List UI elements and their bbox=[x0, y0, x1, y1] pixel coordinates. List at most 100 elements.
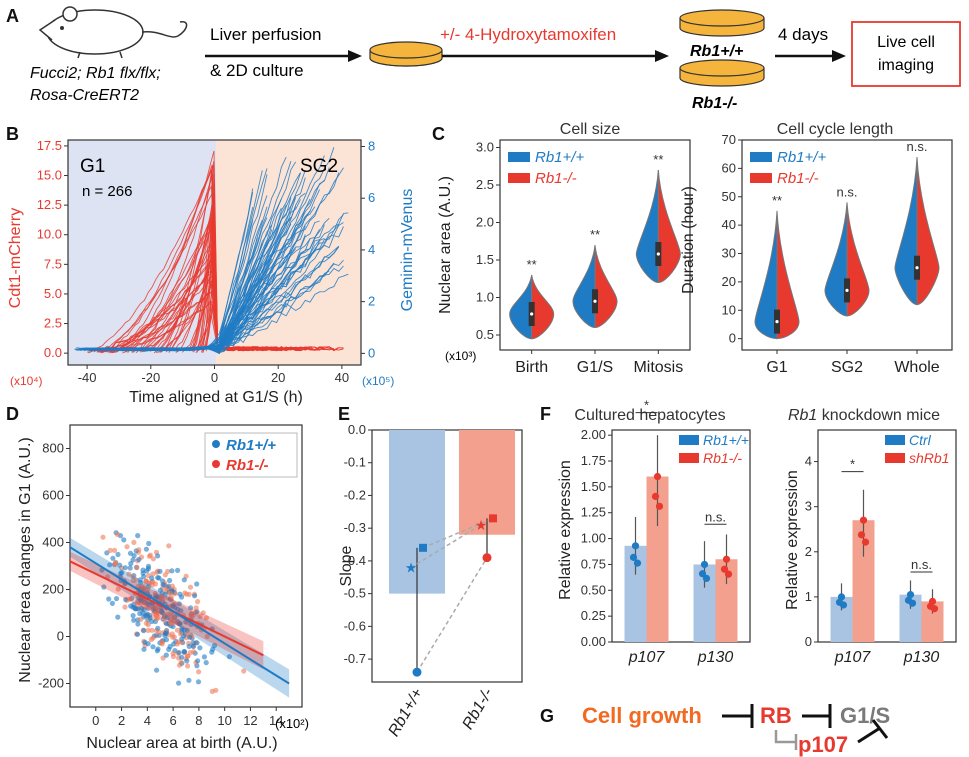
violin-category: G1/S bbox=[577, 359, 613, 376]
violin-wt bbox=[754, 210, 778, 340]
point-wt bbox=[181, 649, 187, 655]
geminin-axis-label: Geminin-mVenus bbox=[399, 189, 416, 312]
slope-category: Rb1-/- bbox=[460, 686, 497, 733]
violin-ytick-label: 70 bbox=[722, 132, 736, 147]
expr-ytick-label: 0 bbox=[805, 634, 812, 649]
panel-c: C Cell size Cell cycle length 0.5 1.0 1.5 2… bbox=[432, 121, 953, 376]
expr-point bbox=[631, 542, 640, 550]
violin-wt bbox=[894, 156, 918, 306]
panel-f: F Cultured hepatocytes Rb1 knockdown mic… bbox=[540, 398, 957, 666]
dish-ko-label: Rb1-/- bbox=[692, 95, 737, 112]
point-wt bbox=[179, 636, 185, 642]
cdt1-axis-label: Cdt1-mCherry bbox=[7, 208, 24, 308]
point-ko bbox=[191, 649, 197, 655]
panel-e-label: E bbox=[338, 404, 350, 424]
dish-ko-icon bbox=[679, 59, 765, 87]
expr-axes bbox=[817, 429, 957, 643]
expr-significance: * bbox=[850, 457, 855, 472]
point-ko bbox=[115, 586, 121, 592]
cdt1-trace bbox=[98, 266, 219, 353]
slope-ytick-label: -0.2 bbox=[344, 487, 366, 502]
cdt1-trace bbox=[168, 224, 219, 353]
violin-wt bbox=[635, 169, 659, 284]
scatter-xtick-label: 2 bbox=[118, 713, 125, 728]
point-ko bbox=[187, 584, 194, 590]
g1s-node: G1/S bbox=[840, 703, 890, 728]
knockdown-ylabel: Relative expression bbox=[784, 470, 801, 610]
expr-ytick-label: 1.50 bbox=[581, 479, 606, 494]
step-tamoxifen: +/- 4-Hydroxytamoxifen bbox=[440, 25, 616, 44]
expr-bar bbox=[715, 559, 738, 642]
point-wt bbox=[166, 583, 172, 589]
slope-point-star: ★ bbox=[405, 559, 418, 575]
violin-ytick-label: 3.0 bbox=[476, 140, 494, 155]
expr-point bbox=[837, 593, 846, 601]
point-wt bbox=[130, 557, 136, 563]
legend-wt-label: Rb1+/+ bbox=[535, 149, 584, 166]
scatter-ytick-label: 600 bbox=[42, 488, 64, 503]
legend-ko-swatch bbox=[508, 173, 530, 183]
panel-d: D -200 0 200 400 600 800 0 2 4 6 8 10 12 14 Rb1+/+ Rb1-… bbox=[6, 404, 309, 752]
violin-significance: ** bbox=[527, 257, 537, 272]
point-ko bbox=[131, 539, 137, 546]
point-wt bbox=[130, 613, 136, 619]
legend-second-swatch bbox=[679, 453, 699, 463]
point-ko bbox=[130, 574, 136, 580]
expr-point bbox=[702, 574, 711, 583]
point-wt bbox=[203, 660, 209, 666]
g1-phase-label: G1 bbox=[80, 156, 105, 177]
x-tick-label: 20 bbox=[271, 370, 285, 385]
cdt1-trace bbox=[134, 219, 219, 352]
violin-median bbox=[845, 288, 849, 293]
violin-wt bbox=[824, 202, 848, 317]
point-ko bbox=[148, 605, 154, 611]
point-wt bbox=[177, 591, 183, 597]
point-ko bbox=[146, 553, 152, 559]
point-wt bbox=[190, 640, 196, 646]
expr-category: p107 bbox=[628, 649, 666, 666]
violin-significance: ** bbox=[772, 193, 782, 208]
dish-wt-icon bbox=[679, 9, 765, 37]
point-ko bbox=[174, 641, 180, 647]
expr-point bbox=[908, 599, 917, 607]
point-ko bbox=[112, 547, 118, 554]
point-wt bbox=[186, 643, 192, 650]
point-wt bbox=[127, 550, 134, 556]
point-wt bbox=[149, 575, 155, 581]
point-wt bbox=[161, 582, 167, 588]
expr-point bbox=[653, 472, 662, 481]
cell-size-title: Cell size bbox=[560, 121, 621, 138]
scatter-xtick-label: 10 bbox=[217, 713, 231, 728]
point-ko bbox=[200, 610, 206, 616]
violin-wt bbox=[509, 274, 533, 340]
legend-second-swatch bbox=[885, 453, 905, 463]
cycle-length-violins: 0 10 20 30 40 50 60 70 ** G1 n.s. SG2 n.s. Whole Rb1+/… bbox=[722, 132, 953, 376]
point-wt bbox=[164, 615, 171, 621]
point-wt bbox=[154, 594, 160, 600]
point-wt bbox=[145, 563, 152, 570]
imaging-line-2: imaging bbox=[878, 57, 934, 74]
violin-ytick-label: 2.5 bbox=[476, 177, 494, 192]
expr-ytick-label: 0.00 bbox=[581, 634, 606, 649]
point-ko bbox=[162, 572, 168, 578]
point-wt bbox=[176, 601, 182, 607]
point-ko bbox=[138, 616, 144, 623]
point-wt bbox=[155, 553, 161, 559]
panel-e-ylabel: Slope bbox=[338, 545, 355, 586]
point-ko bbox=[169, 583, 175, 589]
point-wt bbox=[134, 631, 141, 637]
expr-point bbox=[700, 560, 709, 569]
point-ko bbox=[136, 547, 142, 553]
point-ko bbox=[241, 668, 247, 674]
point-ko bbox=[204, 633, 210, 640]
cdt1-trace bbox=[112, 216, 219, 354]
violin-significance: ** bbox=[653, 152, 663, 167]
panel-d-xlabel: Nuclear area at birth (A.U.) bbox=[86, 735, 277, 752]
point-wt bbox=[169, 568, 175, 574]
slope-axes bbox=[371, 429, 523, 683]
expr-bar bbox=[624, 545, 647, 642]
fluorescence-traces bbox=[74, 147, 349, 355]
point-ko bbox=[156, 629, 162, 635]
point-ko bbox=[143, 620, 149, 626]
